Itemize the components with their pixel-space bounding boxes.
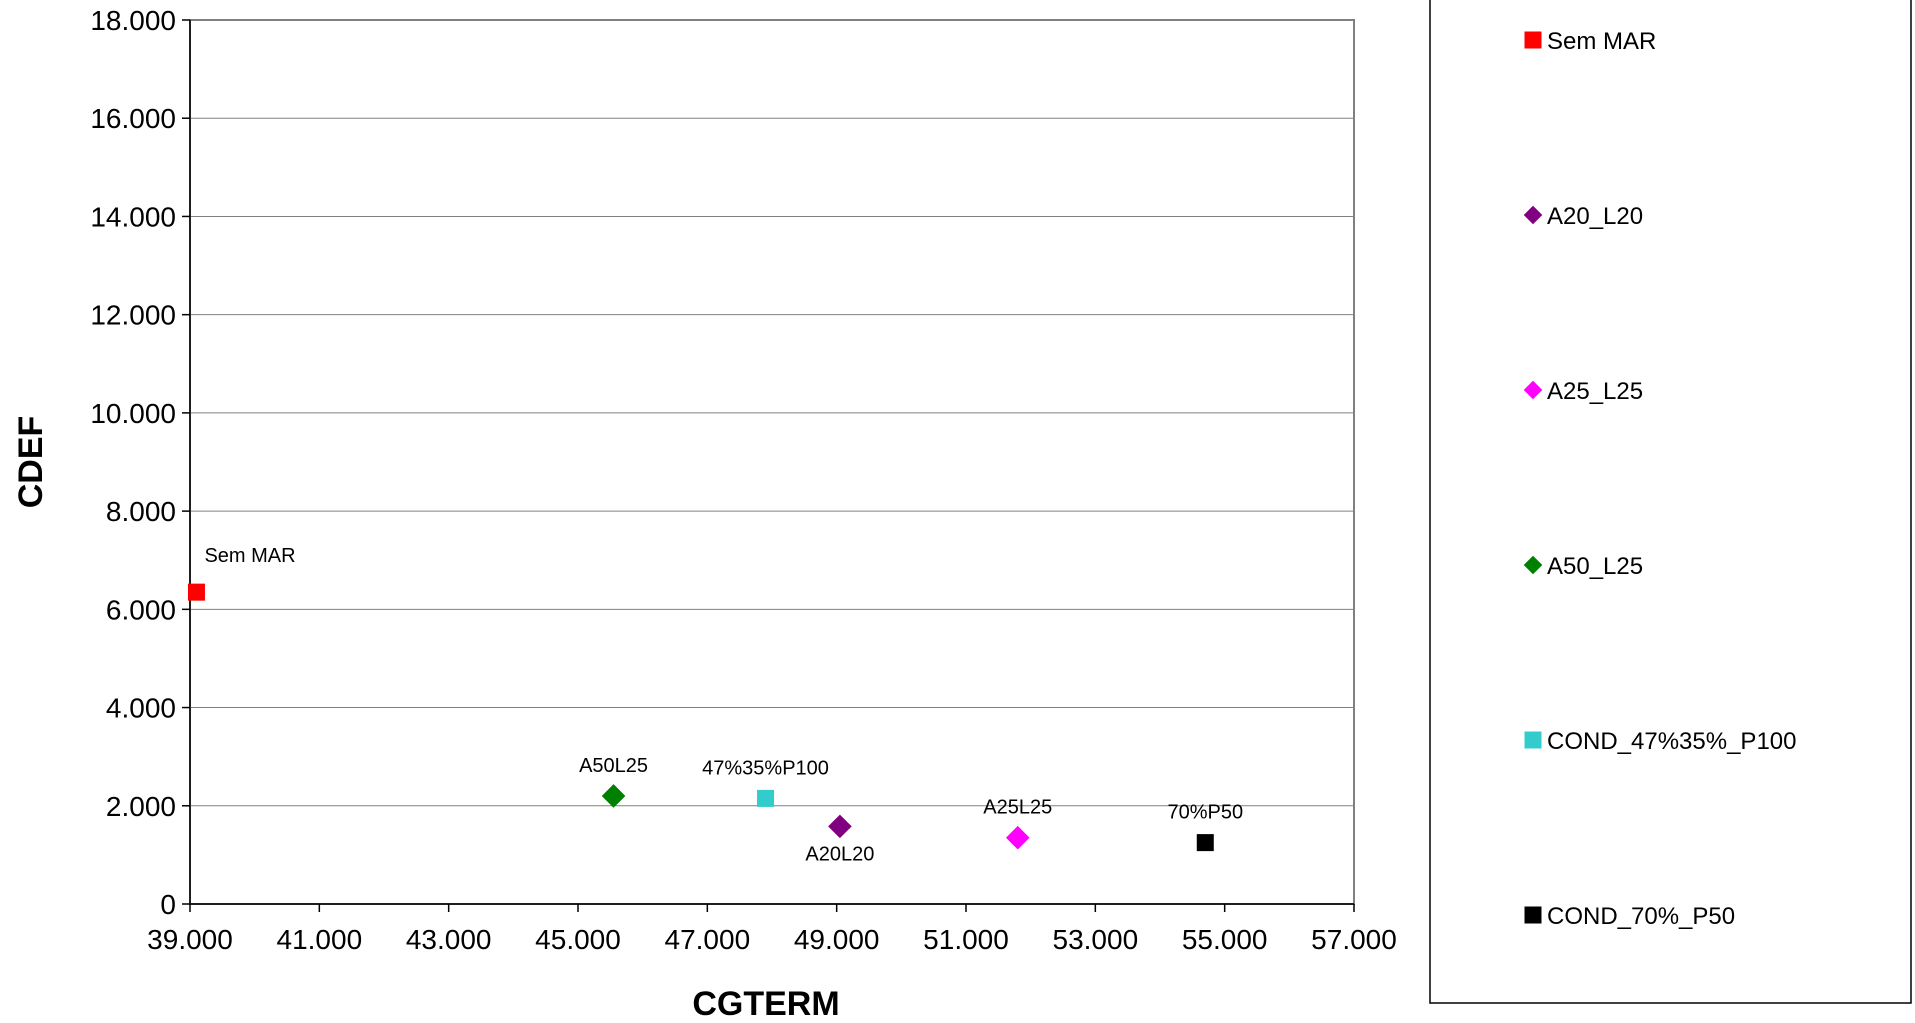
data-label: 70%P50 xyxy=(1167,802,1243,824)
legend-marker xyxy=(1524,906,1542,924)
data-point xyxy=(601,784,626,808)
data-label: A50L25 xyxy=(579,755,648,777)
gridlines xyxy=(190,117,1354,807)
legend-label: A25_L25 xyxy=(1547,378,1643,405)
legend-marker xyxy=(1523,380,1543,400)
y-tick-label: 6.000 xyxy=(106,594,176,625)
x-tick-label: 41.000 xyxy=(277,924,363,955)
x-tick-label: 45.000 xyxy=(535,924,621,955)
legend-label: COND_70%_P50 xyxy=(1547,903,1735,930)
y-tick-label: 18.000 xyxy=(90,5,176,36)
legend-label: COND_47%35%_P100 xyxy=(1547,728,1796,755)
legend-label: Sem MAR xyxy=(1547,28,1656,55)
x-tick-label: 43.000 xyxy=(406,924,492,955)
legend-marker xyxy=(1523,555,1543,575)
legend: Sem MAR A20_L20 A25_L25 A50_L25 COND_47%35%_… xyxy=(1523,28,1796,930)
legend-label: A50_L25 xyxy=(1547,553,1643,580)
legend-marker xyxy=(1524,731,1542,749)
data-point xyxy=(1005,825,1030,850)
legend-label: A20_L20 xyxy=(1547,203,1643,230)
x-tick-label: 51.000 xyxy=(923,924,1009,955)
x-tick-label: 57.000 xyxy=(1311,924,1397,955)
y-tick-label: 16.000 xyxy=(90,103,176,134)
legend-marker xyxy=(1524,31,1542,49)
x-axis: 39.000 41.000 43.000 45.000 47.000 49.000 51.0… xyxy=(147,903,1397,955)
data-point xyxy=(187,583,205,601)
legend-marker xyxy=(1523,205,1543,225)
data-label: A25L25 xyxy=(983,797,1052,819)
x-tick-label: 39.000 xyxy=(147,924,233,955)
y-tick-label: 10.000 xyxy=(90,398,176,429)
data-points: Sem MAR A20L20 A25L25 A50L25 47%35%P100 70%P5… xyxy=(187,545,1243,865)
x-tick-label: 49.000 xyxy=(794,924,880,955)
y-axis-title: CDEF xyxy=(12,416,50,509)
data-point xyxy=(1196,834,1214,852)
y-tick-label: 8.000 xyxy=(106,496,176,527)
data-label: A20L20 xyxy=(805,843,874,865)
data-point xyxy=(757,789,775,807)
legend-box xyxy=(1429,0,1912,1004)
y-tick-label: 0 xyxy=(160,889,176,920)
x-tick-label: 53.000 xyxy=(1053,924,1139,955)
y-tick-label: 12.000 xyxy=(90,300,176,331)
x-tick-label: 47.000 xyxy=(665,924,751,955)
y-axis: 0 2.000 4.000 6.000 8.000 10.000 12.000 14.000 1… xyxy=(90,5,191,920)
x-axis-title: CGTERM xyxy=(692,985,839,1023)
y-tick-label: 4.000 xyxy=(106,693,176,724)
data-label: 47%35%P100 xyxy=(702,757,829,779)
x-tick-label: 55.000 xyxy=(1182,924,1268,955)
data-label: Sem MAR xyxy=(204,545,295,567)
data-point xyxy=(828,814,852,839)
y-tick-label: 14.000 xyxy=(90,201,176,232)
y-tick-label: 2.000 xyxy=(106,791,176,822)
